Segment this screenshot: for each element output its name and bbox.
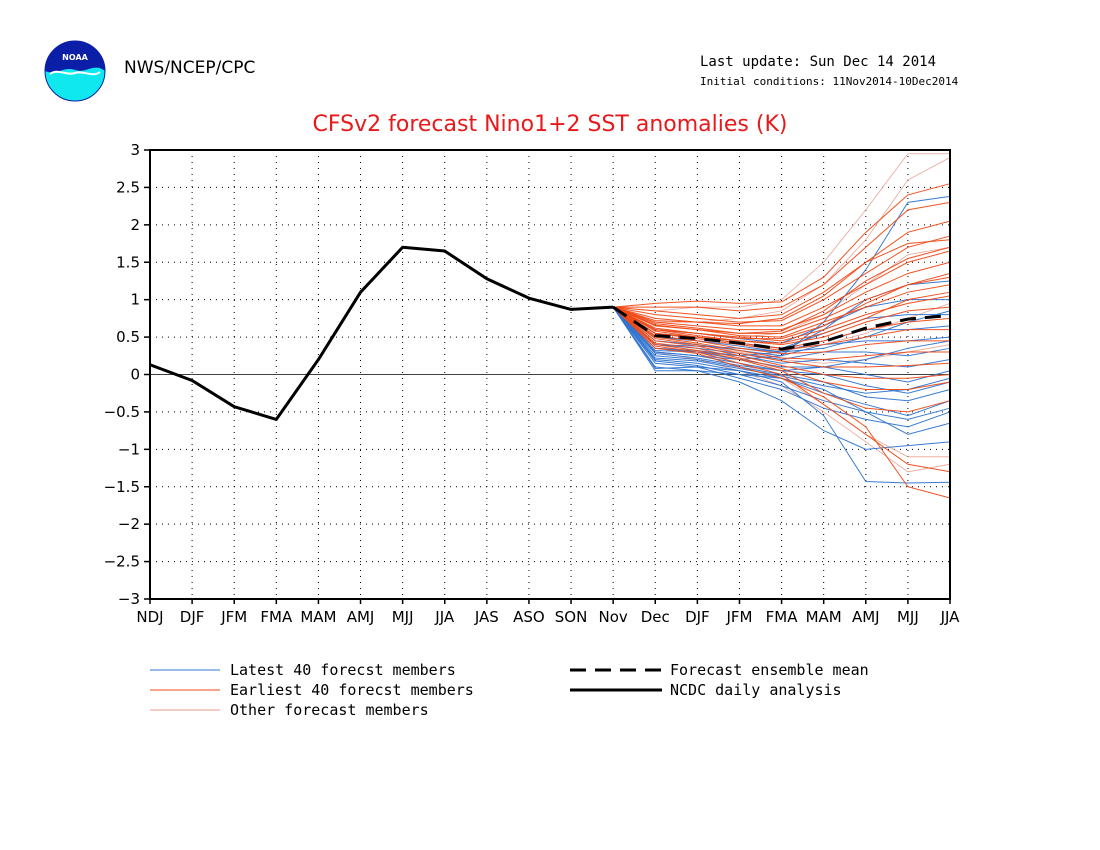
x-tick-label: MJJ [897, 608, 919, 626]
x-tick-label: Dec [641, 608, 670, 626]
member-line-latest [612, 306, 951, 394]
x-tick-label: Nov [599, 608, 628, 626]
member-line-earliest [613, 220, 951, 319]
x-tick-label: FMA [766, 608, 799, 626]
legend: Latest 40 forecst members Earliest 40 for… [150, 661, 869, 719]
legend-label-latest: Latest 40 forecst members [230, 661, 456, 679]
x-tick-label: JFM [220, 608, 247, 626]
member-line-earliest [612, 306, 951, 473]
y-tick-label: 2.5 [116, 178, 140, 196]
member-line-earliest [612, 276, 951, 334]
member-line-other [613, 157, 951, 323]
member-line-earliest [612, 291, 951, 344]
x-tick-label: MAM [806, 608, 842, 626]
x-tick-label: NDJ [136, 608, 163, 626]
member-line-latest [612, 306, 951, 428]
y-tick-label: −1.5 [104, 478, 140, 496]
member-line-latest [612, 306, 951, 450]
legend-label-mean: Forecast ensemble mean [670, 661, 869, 679]
x-tick-label: JAS [474, 608, 499, 626]
x-tick-label: FMA [260, 608, 293, 626]
member-line-earliest [612, 306, 951, 499]
analysis-line [149, 245, 614, 421]
legend-label-analysis: NCDC daily analysis [670, 681, 842, 699]
member-line-earliest [613, 183, 951, 308]
x-tick-label: ASO [513, 608, 545, 626]
member-line-earliest [613, 239, 951, 325]
ensemble-mean-line [612, 305, 951, 351]
grid-layer [150, 150, 950, 599]
x-tick-label: MJJ [392, 608, 414, 626]
member-line-earliest [612, 261, 951, 331]
logo-text: NOAA [62, 53, 88, 62]
y-tick-label: 1 [130, 291, 140, 309]
member-line-earliest [612, 306, 951, 390]
member-line-earliest [612, 246, 951, 334]
member-line-latest [612, 306, 951, 361]
y-tick-label: −0.5 [104, 403, 140, 421]
y-tick-label: −2.5 [104, 553, 140, 571]
member-line-earliest [612, 306, 950, 361]
x-tick-label: AMJ [347, 608, 375, 626]
members-layer [612, 153, 951, 499]
member-line-earliest [612, 295, 951, 342]
chart-title: CFSv2 forecast Nino1+2 SST anomalies (K) [312, 112, 788, 137]
y-tick-label: 1.5 [116, 253, 140, 271]
y-tick-label: −1 [118, 440, 140, 458]
y-tick-label: −3 [118, 590, 140, 608]
y-tick-label: −2 [118, 515, 140, 533]
member-line-latest [612, 306, 951, 420]
member-line-earliest [613, 201, 951, 312]
legend-label-other: Other forecast members [230, 701, 429, 719]
lines-layer [149, 245, 951, 421]
member-line-earliest [612, 272, 951, 340]
member-line-earliest [612, 306, 951, 368]
x-tick-label: MAM [300, 608, 336, 626]
member-line-earliest [612, 306, 951, 379]
member-line-earliest [612, 306, 951, 346]
x-tick-label: JJA [940, 608, 961, 626]
last-update-label: Last update: Sun Dec 14 2014 [700, 54, 937, 70]
initial-conditions-label: Initial conditions: 11Nov2014-10Dec2014 [700, 75, 959, 88]
member-line-earliest [613, 235, 951, 323]
legend-label-earliest: Earliest 40 forecst members [230, 681, 474, 699]
y-tick-label: 2 [130, 216, 140, 234]
member-line-earliest [612, 306, 951, 413]
member-line-latest [612, 306, 951, 383]
agency-label: NWS/NCEP/CPC [124, 58, 256, 78]
member-line-latest [612, 195, 951, 361]
x-tick-label: JJA [434, 608, 455, 626]
x-tick-label: JFM [725, 608, 752, 626]
x-tick-label: SON [555, 608, 588, 626]
y-tick-label: 0.5 [116, 328, 140, 346]
x-tick-label: DJF [685, 608, 710, 626]
y-tick-label: 3 [130, 141, 140, 159]
member-line-other [613, 153, 950, 312]
x-tick-label: AMJ [852, 608, 880, 626]
noaa-logo-icon: NOAA [44, 40, 106, 102]
plot-frame [149, 149, 951, 600]
x-tick-label: DJF [180, 608, 205, 626]
y-tick-label: 0 [130, 366, 140, 384]
member-line-earliest [613, 250, 951, 327]
